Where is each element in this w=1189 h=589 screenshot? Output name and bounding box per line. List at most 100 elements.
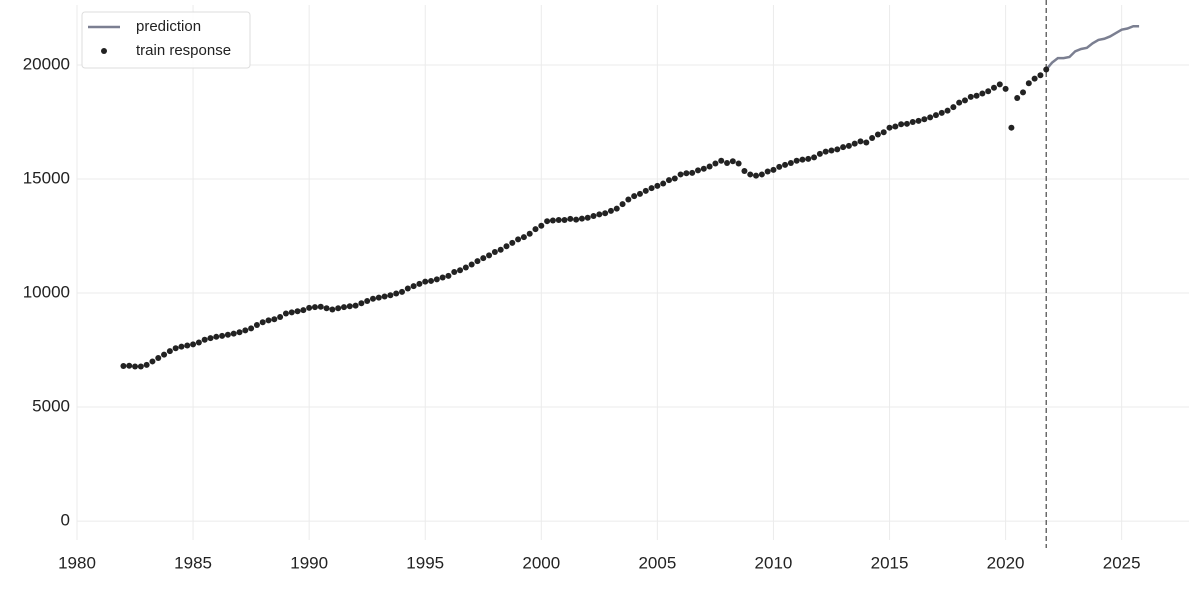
y-tick-label: 20000: [23, 54, 70, 73]
data-point: [689, 169, 696, 176]
data-point: [132, 363, 139, 370]
data-point: [457, 267, 464, 274]
data-point: [706, 163, 713, 170]
legend-label: prediction: [136, 18, 201, 35]
data-point: [671, 175, 678, 182]
data-point: [549, 217, 556, 224]
data-point: [805, 155, 812, 162]
data-point: [520, 234, 527, 241]
data-point: [253, 321, 260, 328]
data-point: [874, 131, 881, 138]
data-point: [166, 348, 173, 355]
data-point: [631, 193, 638, 200]
data-point: [126, 362, 133, 369]
x-tick-label: 2025: [1103, 553, 1141, 572]
data-point: [306, 304, 313, 311]
data-point: [822, 148, 829, 155]
data-point: [335, 305, 342, 312]
data-point: [654, 182, 661, 189]
data-point: [439, 274, 446, 281]
data-point: [1002, 85, 1009, 92]
data-point: [358, 300, 365, 307]
y-tick-label: 0: [61, 511, 70, 530]
data-point: [265, 317, 272, 324]
data-point: [555, 217, 562, 224]
data-point: [909, 118, 916, 125]
data-point: [317, 303, 324, 310]
x-tick-label: 2015: [871, 553, 909, 572]
data-point: [863, 139, 870, 146]
data-point: [961, 97, 968, 104]
data-point: [828, 147, 835, 154]
data-point: [410, 283, 417, 290]
data-point: [486, 252, 493, 259]
data-point: [741, 168, 748, 175]
legend-label: train response: [136, 42, 231, 59]
data-point: [724, 160, 731, 167]
data-point: [230, 330, 237, 337]
data-point: [938, 109, 945, 116]
data-point: [747, 171, 754, 178]
data-point: [642, 187, 649, 194]
data-point: [619, 201, 626, 208]
data-point: [700, 165, 707, 172]
data-point: [950, 104, 957, 111]
data-point: [753, 172, 760, 179]
data-point: [607, 207, 614, 214]
data-point: [665, 177, 672, 184]
data-point: [1025, 80, 1032, 87]
data-point: [903, 120, 910, 127]
data-point: [207, 335, 214, 342]
data-point: [352, 302, 359, 309]
data-point: [201, 336, 208, 343]
data-point: [515, 236, 522, 243]
x-tick-label: 2000: [522, 553, 560, 572]
x-tick-label: 1990: [290, 553, 328, 572]
data-point: [735, 160, 742, 167]
data-point: [799, 156, 806, 163]
x-tick-label: 2010: [755, 553, 793, 572]
data-point: [793, 157, 800, 164]
data-point: [584, 214, 591, 221]
data-point: [120, 362, 127, 369]
data-point: [480, 255, 487, 262]
data-point: [590, 212, 597, 219]
data-point: [573, 216, 580, 223]
data-point: [503, 243, 510, 250]
data-point: [834, 146, 841, 153]
data-point: [776, 163, 783, 170]
data-point: [195, 339, 202, 346]
data-point: [184, 342, 191, 349]
data-point: [648, 185, 655, 192]
data-point: [329, 306, 336, 313]
data-point: [323, 305, 330, 312]
data-point: [932, 112, 939, 119]
data-point: [915, 117, 922, 124]
data-point: [399, 288, 406, 295]
data-point: [886, 124, 893, 131]
data-point: [428, 277, 435, 284]
x-tick-label: 2020: [987, 553, 1025, 572]
data-point: [282, 310, 289, 317]
y-tick-label: 5000: [32, 397, 70, 416]
data-point: [271, 316, 278, 323]
data-point: [787, 160, 794, 167]
data-point: [677, 171, 684, 178]
data-point: [213, 333, 220, 340]
data-point: [1020, 89, 1027, 96]
data-point: [695, 167, 702, 174]
data-point: [387, 292, 394, 299]
data-point: [422, 278, 429, 285]
data-point: [172, 345, 179, 352]
data-point: [416, 280, 423, 287]
data-point: [143, 361, 150, 368]
data-point: [532, 226, 539, 233]
data-point: [1008, 124, 1015, 131]
data-point: [277, 313, 284, 320]
data-point: [300, 307, 307, 314]
data-point: [944, 107, 951, 114]
data-point: [869, 134, 876, 141]
data-point: [369, 295, 376, 302]
data-point: [242, 327, 249, 334]
